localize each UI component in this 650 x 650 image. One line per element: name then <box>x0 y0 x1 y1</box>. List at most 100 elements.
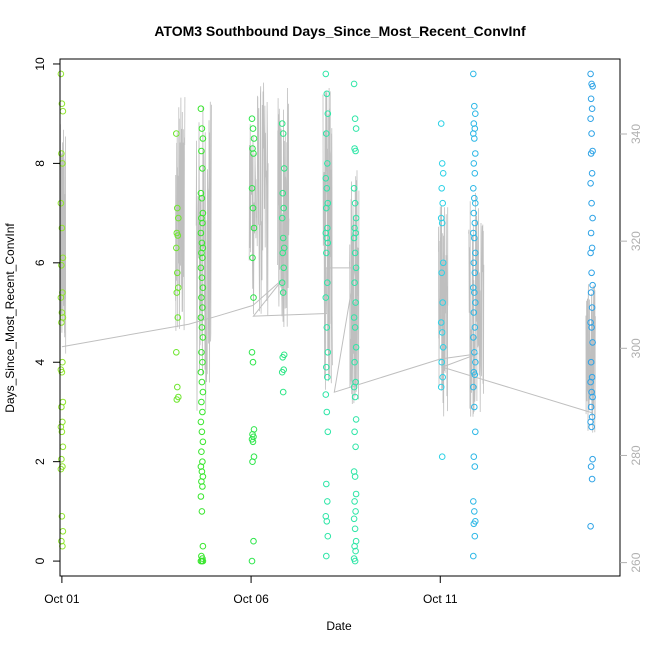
data-point <box>324 239 332 247</box>
y2-tick-label: 340 <box>629 124 643 144</box>
data-point <box>471 219 479 227</box>
data-point <box>587 289 595 296</box>
chart-title: ATOM3 Southbound Days_Since_Most_Recent_… <box>154 23 526 39</box>
data-point <box>352 416 360 423</box>
data-point <box>173 396 181 403</box>
data-point <box>589 393 596 401</box>
data-point <box>588 130 595 137</box>
line-burst <box>585 284 596 433</box>
data-point <box>58 150 65 157</box>
data-point <box>470 309 478 316</box>
x-axis-label: Date <box>326 619 352 633</box>
data-point <box>470 130 477 137</box>
series-line <box>61 267 592 414</box>
data-point <box>280 165 288 172</box>
data-point <box>280 264 288 272</box>
data-point <box>322 70 330 78</box>
y2-tick-label: 260 <box>629 552 643 572</box>
data-point <box>249 438 257 446</box>
data-point <box>470 259 478 267</box>
data-point <box>471 269 479 277</box>
data-point <box>57 199 65 207</box>
data-point <box>438 219 446 227</box>
data-point <box>351 542 358 550</box>
data-point <box>323 90 331 98</box>
data-point <box>197 368 205 376</box>
data-point <box>587 229 595 237</box>
data-point <box>199 284 207 292</box>
data-point <box>198 125 206 132</box>
data-point <box>323 363 330 371</box>
data-point <box>437 120 445 127</box>
data-point <box>278 120 286 127</box>
data-point <box>280 204 288 212</box>
data-point <box>324 279 331 287</box>
data-point <box>352 147 359 155</box>
data-point <box>57 423 65 431</box>
data-point <box>199 219 206 227</box>
data-point <box>249 254 256 262</box>
data-point <box>248 115 256 122</box>
line-burst <box>349 170 360 405</box>
data-point <box>324 349 332 356</box>
data-point <box>59 528 67 535</box>
data-point <box>248 185 256 192</box>
data-point <box>470 383 477 391</box>
data-point <box>197 105 205 112</box>
data-point <box>58 403 65 411</box>
data-point <box>350 515 358 523</box>
data-point <box>197 229 205 237</box>
data-point <box>199 358 206 366</box>
data-point <box>173 244 180 252</box>
data-point <box>249 125 257 132</box>
data-point <box>352 299 359 306</box>
data-point <box>588 304 596 311</box>
data-point <box>198 249 205 257</box>
data-point <box>199 304 206 311</box>
data-point <box>352 214 360 222</box>
data-point <box>351 115 359 122</box>
y-tick-label: 0 <box>33 557 47 564</box>
data-point <box>198 294 205 301</box>
data-point <box>324 373 331 381</box>
data-point <box>58 513 66 520</box>
data-point <box>471 371 479 379</box>
data-point <box>198 274 206 282</box>
data-point <box>197 314 205 321</box>
data-point <box>279 234 287 242</box>
data-point <box>470 70 477 78</box>
data-point <box>471 234 478 242</box>
data-point <box>173 349 180 356</box>
data-point <box>588 105 596 112</box>
data-point <box>58 368 66 376</box>
data-point <box>59 107 67 115</box>
data-point <box>249 358 257 366</box>
data-point <box>588 475 596 483</box>
data-point <box>58 100 66 107</box>
data-point <box>199 557 207 565</box>
data-point <box>279 249 287 257</box>
data-point <box>470 334 477 341</box>
data-point <box>199 135 207 142</box>
data-point <box>588 170 596 177</box>
data-point <box>438 160 446 167</box>
data-point <box>471 463 479 470</box>
data-point <box>57 294 65 301</box>
y-tick-label: 6 <box>33 259 47 266</box>
data-point <box>57 465 65 473</box>
data-point <box>589 339 596 346</box>
data-point <box>352 547 359 555</box>
data-point <box>472 358 479 366</box>
data-point <box>437 214 445 222</box>
data-point <box>198 214 205 222</box>
data-point <box>278 368 286 376</box>
data-point <box>199 438 207 446</box>
data-point <box>350 383 358 391</box>
y2-tick-label: 300 <box>629 338 643 358</box>
data-point <box>323 552 330 560</box>
data-point <box>278 214 286 222</box>
data-point <box>351 498 358 505</box>
data-point <box>197 493 205 500</box>
data-point <box>198 398 205 406</box>
data-point <box>199 483 206 490</box>
